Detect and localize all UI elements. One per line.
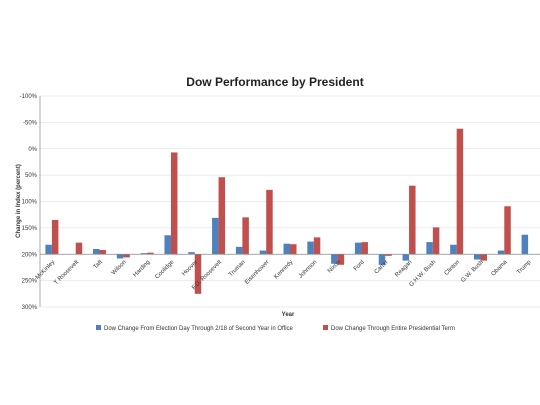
bar-entire-term bbox=[123, 254, 130, 258]
category-label: T Roosevelt bbox=[53, 259, 80, 286]
category-label: Kennedy bbox=[273, 259, 294, 280]
category-label: Trump bbox=[516, 259, 533, 276]
bar-entire-term bbox=[432, 227, 440, 255]
x-axis-label: Year bbox=[282, 312, 295, 318]
bar-election-to-2nd-year bbox=[473, 254, 481, 260]
bar-entire-term bbox=[218, 177, 226, 255]
legend-label: Dow Change Through Entire Presidential T… bbox=[331, 326, 455, 332]
bar-election-to-2nd-year bbox=[45, 244, 52, 255]
bar-election-to-2nd-year bbox=[259, 250, 267, 255]
legend-label: Dow Change From Election Day Through 2/1… bbox=[104, 326, 294, 332]
bar-election-to-2nd-year bbox=[283, 243, 290, 255]
category-label: McKinley bbox=[35, 259, 56, 280]
y-tick-label: 250% bbox=[22, 279, 38, 285]
bar-entire-term bbox=[170, 152, 178, 255]
category-label: Eisenhower bbox=[244, 259, 270, 285]
bar-election-to-2nd-year bbox=[164, 235, 171, 255]
y-tick-label: -50% bbox=[23, 120, 38, 126]
category-label: Coolidge bbox=[154, 259, 175, 280]
legend-swatch bbox=[96, 325, 101, 330]
category-label: Reagan bbox=[394, 259, 413, 278]
chart-title: Dow Performance by President bbox=[186, 75, 363, 89]
category-label: Taft bbox=[93, 259, 104, 270]
bar-entire-term bbox=[194, 254, 202, 294]
bar-entire-term bbox=[51, 219, 59, 255]
bar-election-to-2nd-year bbox=[116, 254, 124, 259]
bar-election-to-2nd-year bbox=[307, 241, 314, 255]
bar-entire-term bbox=[266, 189, 273, 255]
category-label: Johnson bbox=[298, 259, 318, 279]
y-axis-ticks: -100% -50% 0% 50% 100% 150% 200% 250% 300% bbox=[20, 94, 41, 311]
bar-election-to-2nd-year bbox=[212, 217, 219, 255]
bar-entire-term bbox=[99, 250, 107, 255]
legend: Dow Change From Election Day Through 2/1… bbox=[96, 325, 455, 332]
category-label: Clinton bbox=[444, 259, 461, 276]
category-label: Wilson bbox=[111, 259, 128, 276]
bar-entire-term bbox=[456, 128, 464, 255]
bar-entire-term bbox=[147, 252, 154, 255]
bar-election-to-2nd-year bbox=[140, 253, 148, 255]
category-label: Harding bbox=[132, 259, 151, 278]
category-label: G.W. Bush bbox=[460, 259, 485, 284]
category-label: Ford bbox=[353, 259, 366, 272]
category-label: Obama bbox=[491, 259, 510, 278]
bar-entire-term bbox=[480, 254, 487, 261]
bar-entire-term bbox=[504, 206, 511, 255]
bar-entire-term bbox=[313, 237, 321, 255]
bar-entire-term bbox=[75, 242, 83, 255]
bar-election-to-2nd-year bbox=[497, 250, 505, 255]
y-tick-label: 50% bbox=[25, 173, 38, 179]
bar-election-to-2nd-year bbox=[331, 254, 338, 264]
y-tick-label: 0% bbox=[28, 147, 37, 153]
bar-election-to-2nd-year bbox=[235, 246, 243, 255]
category-label: Truman bbox=[228, 259, 247, 278]
y-tick-label: 100% bbox=[22, 200, 38, 206]
bar-election-to-2nd-year bbox=[188, 252, 195, 255]
bar-entire-term bbox=[290, 244, 297, 255]
bar-election-to-2nd-year bbox=[450, 244, 457, 255]
y-tick-label: -100% bbox=[20, 94, 38, 100]
bar-election-to-2nd-year bbox=[521, 234, 529, 255]
bar-entire-term bbox=[385, 254, 392, 256]
bar-entire-term bbox=[361, 242, 368, 255]
bar-entire-term bbox=[337, 254, 345, 265]
bar-election-to-2nd-year bbox=[93, 248, 100, 255]
bars bbox=[45, 128, 529, 294]
category-label: Nixon bbox=[327, 259, 342, 274]
y-tick-label: 300% bbox=[22, 305, 38, 311]
bar-election-to-2nd-year bbox=[426, 242, 433, 255]
bar-election-to-2nd-year bbox=[354, 242, 362, 255]
bar-entire-term bbox=[409, 185, 416, 255]
y-tick-label: 150% bbox=[22, 226, 38, 232]
category-label: Carter bbox=[374, 259, 390, 275]
bar-entire-term bbox=[242, 217, 249, 255]
bar-election-to-2nd-year bbox=[402, 254, 410, 261]
legend-swatch bbox=[323, 325, 328, 330]
y-axis-label: Change in Index (percent) bbox=[16, 164, 22, 238]
bar-election-to-2nd-year bbox=[378, 254, 386, 265]
y-tick-label: 200% bbox=[22, 252, 38, 258]
